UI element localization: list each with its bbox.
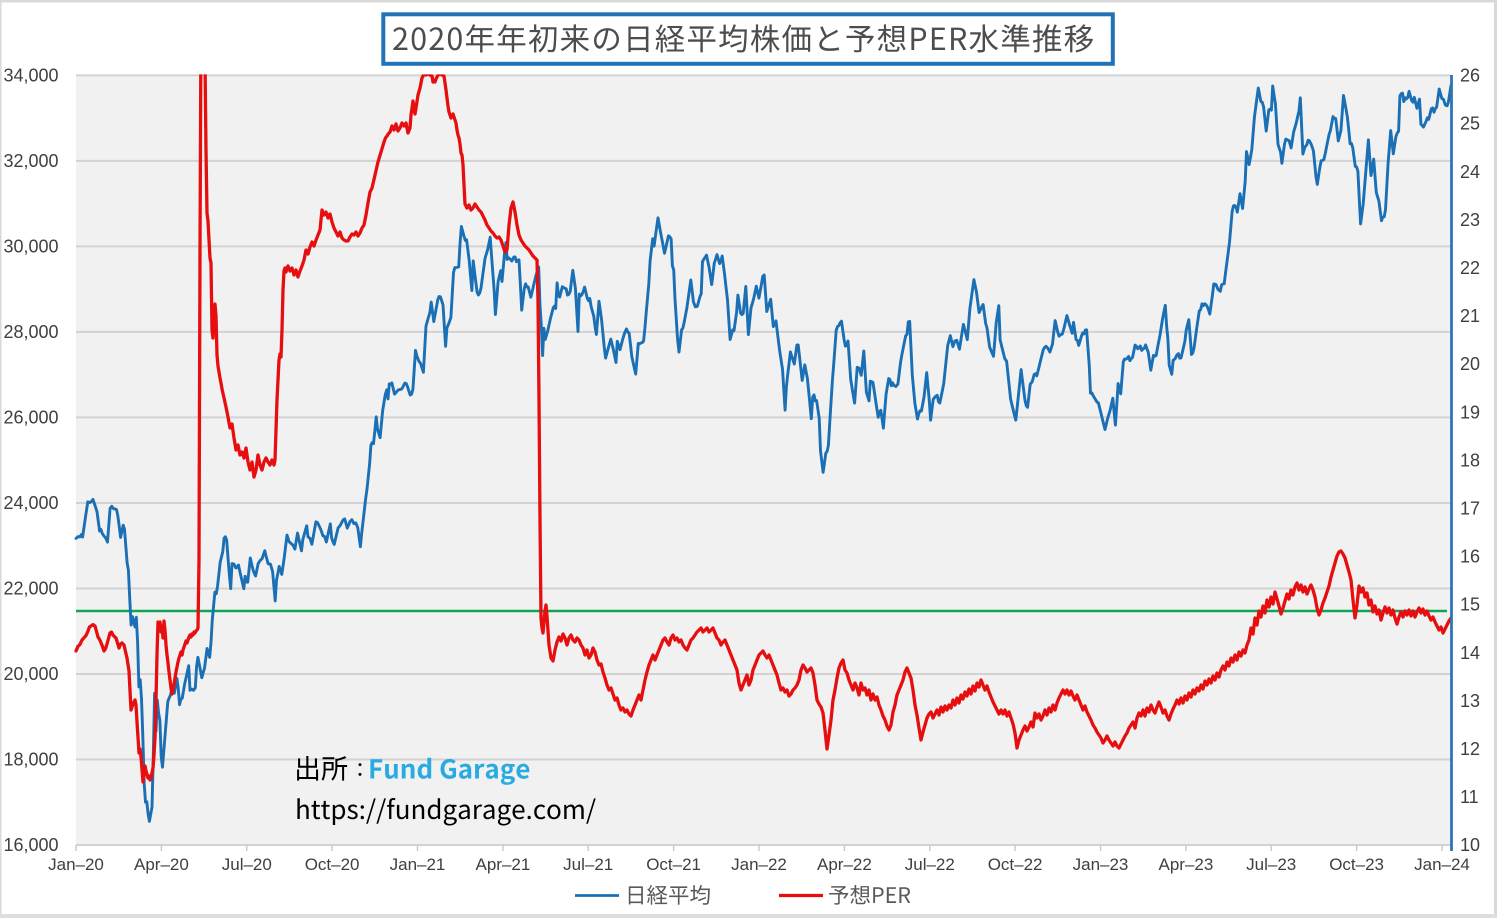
svg-text:Jan–20: Jan–20	[48, 855, 104, 874]
svg-text:22,000: 22,000	[4, 579, 59, 599]
svg-text:13: 13	[1460, 691, 1480, 711]
svg-text:10: 10	[1460, 835, 1480, 855]
svg-text:17: 17	[1460, 499, 1480, 519]
svg-text:Jan–24: Jan–24	[1414, 855, 1470, 874]
svg-text:Apr–22: Apr–22	[817, 855, 872, 874]
svg-text:20,000: 20,000	[4, 664, 59, 684]
svg-text:14: 14	[1460, 643, 1480, 663]
svg-text:15: 15	[1460, 595, 1480, 615]
svg-text:16,000: 16,000	[4, 835, 59, 855]
svg-text:Oct–21: Oct–21	[646, 855, 701, 874]
svg-text:26: 26	[1460, 66, 1480, 86]
svg-text:28,000: 28,000	[4, 322, 59, 342]
svg-text:Oct–23: Oct–23	[1329, 855, 1384, 874]
svg-text:Apr–21: Apr–21	[475, 855, 530, 874]
svg-text:Apr–23: Apr–23	[1158, 855, 1213, 874]
svg-text:18,000: 18,000	[4, 750, 59, 770]
svg-text:Jul–22: Jul–22	[905, 855, 955, 874]
svg-text:Jul–20: Jul–20	[222, 855, 272, 874]
svg-text:32,000: 32,000	[4, 151, 59, 171]
svg-text:30,000: 30,000	[4, 237, 59, 257]
svg-text:26,000: 26,000	[4, 408, 59, 428]
svg-text:Jul–21: Jul–21	[563, 855, 613, 874]
svg-text:Apr–20: Apr–20	[134, 855, 189, 874]
svg-text:23: 23	[1460, 210, 1480, 230]
svg-text:19: 19	[1460, 402, 1480, 422]
svg-text:Oct–22: Oct–22	[988, 855, 1043, 874]
svg-text:20: 20	[1460, 354, 1480, 374]
svg-text:Jul–23: Jul–23	[1246, 855, 1296, 874]
svg-text:18: 18	[1460, 450, 1480, 470]
svg-text:24: 24	[1460, 162, 1480, 182]
svg-text:Oct–20: Oct–20	[305, 855, 360, 874]
svg-text:21: 21	[1460, 306, 1480, 326]
svg-text:34,000: 34,000	[4, 66, 59, 86]
svg-text:12: 12	[1460, 739, 1480, 759]
svg-text:Jan–23: Jan–23	[1073, 855, 1129, 874]
svg-text:11: 11	[1460, 787, 1479, 807]
svg-text:Jan–21: Jan–21	[390, 855, 446, 874]
svg-text:Jan–22: Jan–22	[731, 855, 787, 874]
svg-text:22: 22	[1460, 258, 1480, 278]
svg-text:16: 16	[1460, 547, 1480, 567]
svg-text:24,000: 24,000	[4, 493, 59, 513]
svg-text:25: 25	[1460, 114, 1480, 134]
